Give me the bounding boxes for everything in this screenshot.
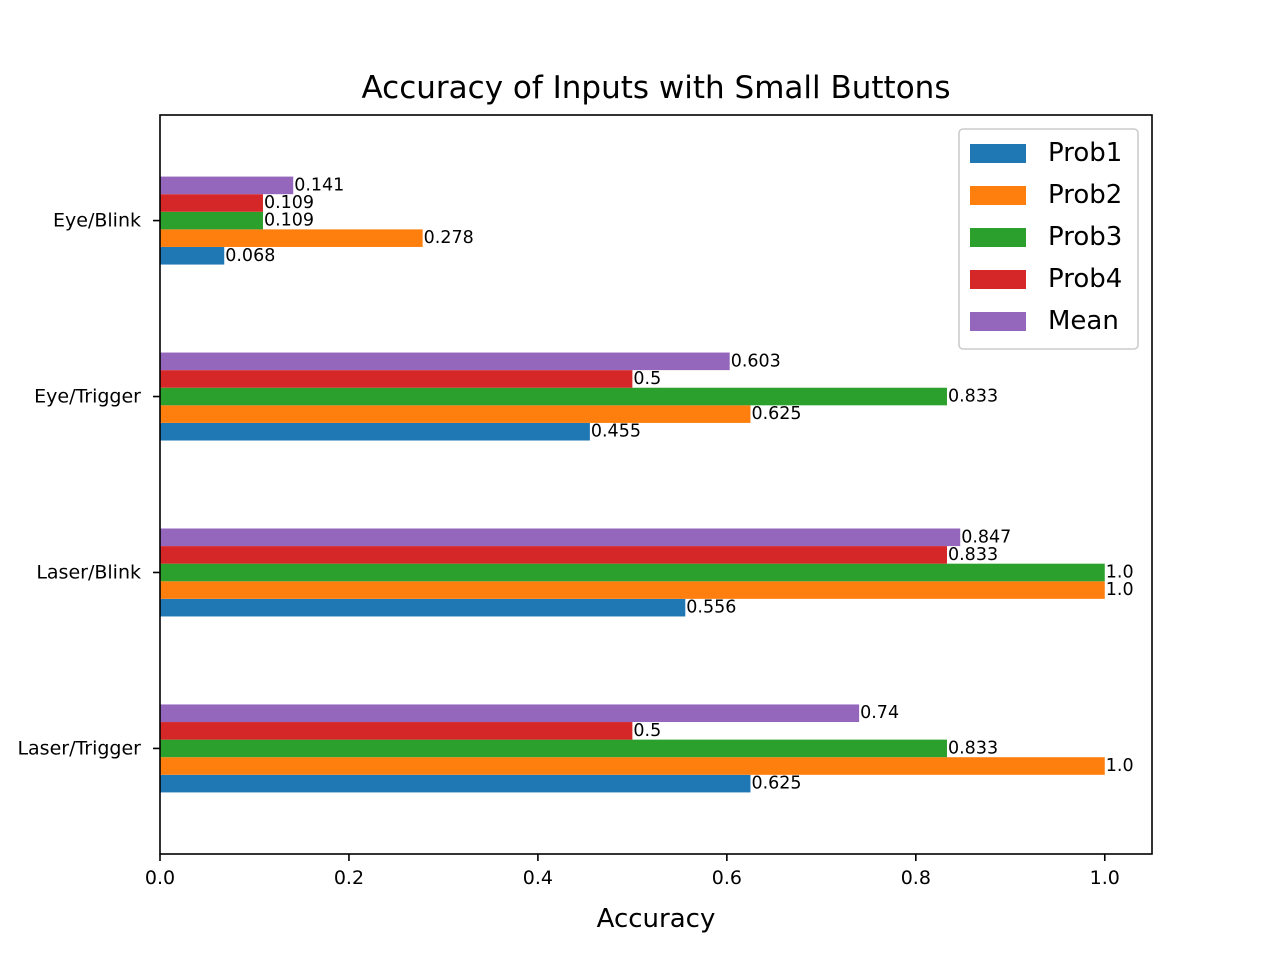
x-tick-label: 0.2	[334, 867, 364, 889]
data-label: 1.0	[1106, 756, 1134, 776]
legend-swatch-mean	[970, 312, 1026, 331]
data-label: 0.278	[424, 228, 474, 248]
legend: Prob1 Prob2 Prob3 Prob4 Mean	[958, 128, 1139, 350]
bar-prob1-eye-trigger	[160, 422, 590, 441]
data-label: 0.109	[264, 211, 314, 231]
y-tick-label: Laser/Blink	[36, 561, 141, 583]
legend-swatch-prob4	[970, 270, 1026, 289]
x-tick-label: 0.0	[145, 867, 175, 889]
x-axis-label: Accuracy	[597, 904, 716, 934]
data-label: 0.109	[264, 193, 314, 213]
bar-mean-laser-blink	[160, 528, 961, 547]
y-tick-label: Laser/Trigger	[17, 737, 141, 759]
legend-swatch-prob3	[970, 228, 1026, 247]
data-label: 0.833	[948, 738, 998, 758]
x-tick-label: 1.0	[1090, 867, 1120, 889]
bar-mean-eye-blink	[160, 176, 294, 195]
data-label: 0.455	[591, 422, 641, 442]
data-label: 0.847	[961, 527, 1011, 547]
bar-prob3-laser-trigger	[160, 739, 947, 758]
bar-mean-laser-trigger	[160, 704, 860, 723]
y-axis: Laser/Trigger Laser/Blink Eye/Trigger Eye/B…	[17, 210, 160, 759]
data-label: 0.625	[751, 404, 801, 424]
data-label: 0.556	[686, 598, 736, 618]
y-tick-label: Eye/Trigger	[34, 386, 141, 408]
plot-frame	[159, 114, 1153, 855]
data-label: 0.625	[751, 774, 801, 794]
x-axis: 0.0 0.2 0.4 0.6 0.8 1.0	[145, 854, 1120, 889]
bar-prob2-laser-trigger	[160, 757, 1105, 775]
data-label: 0.068	[225, 246, 275, 266]
bar-prob4-eye-trigger	[160, 370, 633, 388]
data-label: 0.5	[633, 721, 661, 741]
legend-label-prob2: Prob2	[1048, 180, 1122, 210]
legend-swatch-prob2	[970, 186, 1026, 205]
x-tick-label: 0.6	[712, 867, 742, 889]
data-label: 0.74	[860, 703, 899, 723]
data-label: 1.0	[1106, 580, 1134, 600]
data-label: 0.833	[948, 387, 998, 407]
bar-prob2-eye-blink	[160, 229, 423, 247]
y-tick-label: Eye/Blink	[53, 210, 141, 232]
bar-prob4-laser-trigger	[160, 722, 633, 740]
data-label: 0.603	[731, 351, 781, 371]
legend-swatch-prob1	[970, 144, 1026, 163]
bar-prob2-laser-blink	[160, 581, 1105, 599]
bar-prob4-laser-blink	[160, 546, 947, 564]
legend-label-prob3: Prob3	[1048, 222, 1122, 252]
legend-label-prob4: Prob4	[1048, 264, 1122, 294]
data-label: 0.833	[948, 545, 998, 565]
bars-group	[160, 176, 1105, 793]
chart-title: Accuracy of Inputs with Small Buttons	[362, 70, 951, 106]
data-label: 0.5	[633, 369, 661, 389]
bar-prob1-laser-trigger	[160, 774, 751, 793]
bar-prob3-laser-blink	[160, 563, 1105, 582]
bar-prob3-eye-trigger	[160, 387, 947, 406]
legend-label-mean: Mean	[1048, 306, 1119, 336]
bar-prob2-eye-trigger	[160, 405, 751, 423]
x-tick-label: 0.8	[901, 867, 931, 889]
bar-prob4-eye-blink	[160, 194, 263, 212]
data-label: 0.141	[294, 175, 344, 195]
x-tick-label: 0.4	[523, 867, 553, 889]
legend-label-prob1: Prob1	[1048, 138, 1122, 168]
bar-mean-eye-trigger	[160, 352, 730, 371]
bar-prob1-laser-blink	[160, 598, 686, 617]
bar-prob3-eye-blink	[160, 211, 263, 230]
bar-prob1-eye-blink	[160, 246, 225, 265]
legend-frame	[958, 128, 1139, 350]
data-label: 1.0	[1106, 562, 1134, 582]
data-labels-group: 0.6250.5560.4550.0681.01.00.6250.2780.83…	[225, 175, 1133, 793]
